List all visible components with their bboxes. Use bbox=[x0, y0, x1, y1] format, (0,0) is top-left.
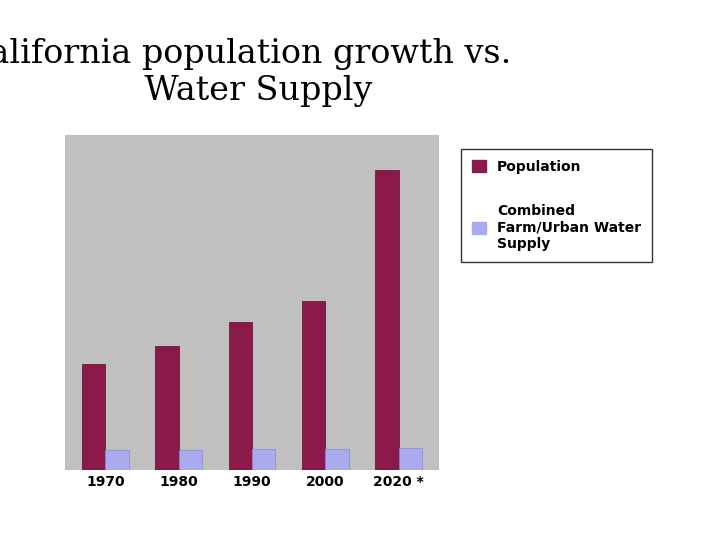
Bar bbox=[228, 322, 252, 470]
Bar bbox=[325, 449, 348, 470]
Bar bbox=[252, 449, 276, 470]
Bar bbox=[302, 301, 325, 470]
Legend: Population, Combined
Farm/Urban Water
Supply: Population, Combined Farm/Urban Water Su… bbox=[461, 148, 652, 262]
Bar bbox=[156, 347, 179, 470]
Bar bbox=[399, 448, 422, 470]
Bar bbox=[82, 364, 105, 470]
Bar bbox=[375, 170, 399, 470]
Text: California population growth vs.
    Water Supply: California population growth vs. Water S… bbox=[0, 38, 511, 107]
Bar bbox=[105, 450, 129, 470]
Bar bbox=[179, 450, 202, 470]
